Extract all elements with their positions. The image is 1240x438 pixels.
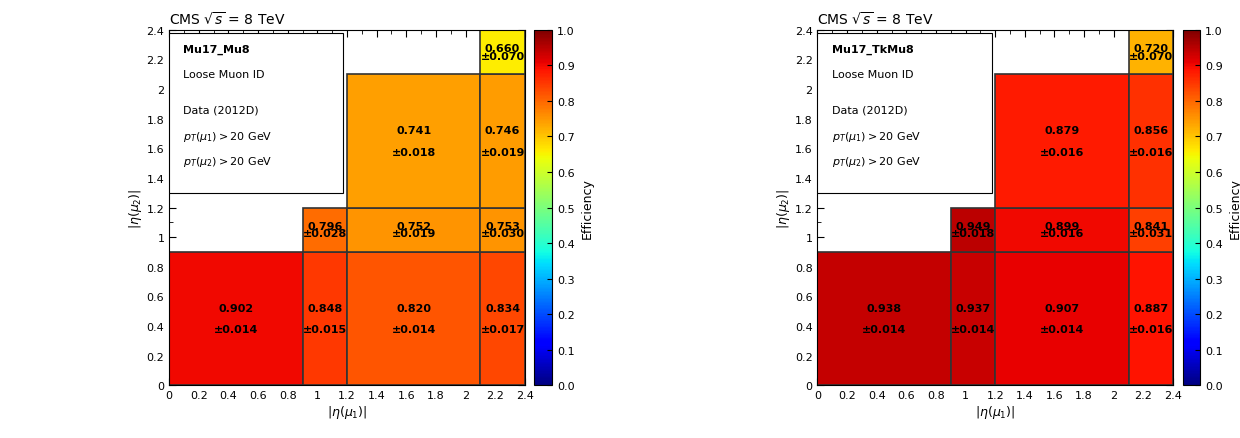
Text: Data (2012D): Data (2012D) — [184, 105, 259, 115]
Bar — [303, 208, 347, 252]
Text: Mu17_TkMu8: Mu17_TkMu8 — [832, 45, 914, 55]
Text: $p_T(\mu_2) > 20$ GeV: $p_T(\mu_2) > 20$ GeV — [832, 155, 921, 169]
Bar — [996, 75, 1128, 208]
Bar — [169, 252, 303, 385]
Text: 0.660: 0.660 — [485, 44, 521, 54]
Bar — [817, 252, 951, 385]
Bar — [347, 75, 480, 208]
Bar — [480, 75, 525, 208]
Text: 0.720: 0.720 — [1133, 44, 1168, 54]
FancyBboxPatch shape — [817, 34, 992, 194]
Text: Loose Muon ID: Loose Muon ID — [832, 70, 913, 80]
Text: ±0.028: ±0.028 — [303, 229, 347, 239]
X-axis label: $|\eta(\mu_1)|$: $|\eta(\mu_1)|$ — [327, 403, 367, 420]
Text: 0.938: 0.938 — [867, 303, 901, 313]
Text: ±0.018: ±0.018 — [951, 229, 996, 239]
Text: 0.752: 0.752 — [396, 222, 432, 232]
X-axis label: $|\eta(\mu_1)|$: $|\eta(\mu_1)|$ — [975, 403, 1016, 420]
Bar — [951, 208, 996, 252]
Text: 0.856: 0.856 — [1133, 126, 1168, 136]
Text: ±0.019: ±0.019 — [480, 147, 525, 157]
Y-axis label: Efficiency: Efficiency — [1229, 178, 1240, 238]
Text: ±0.014: ±0.014 — [951, 325, 996, 335]
FancyBboxPatch shape — [169, 34, 343, 194]
Text: 0.879: 0.879 — [1044, 126, 1080, 136]
Text: 0.902: 0.902 — [218, 303, 253, 313]
Text: ±0.014: ±0.014 — [1039, 325, 1084, 335]
Text: ±0.018: ±0.018 — [392, 147, 435, 157]
Text: $p_T(\mu_1) > 20$ GeV: $p_T(\mu_1) > 20$ GeV — [832, 130, 921, 144]
Text: ±0.014: ±0.014 — [862, 325, 906, 335]
Text: 0.741: 0.741 — [396, 126, 432, 136]
Text: $p_T(\mu_2) > 20$ GeV: $p_T(\mu_2) > 20$ GeV — [184, 155, 273, 169]
Y-axis label: $|\eta(\mu_2)|$: $|\eta(\mu_2)|$ — [126, 188, 144, 228]
Text: 0.834: 0.834 — [485, 303, 520, 313]
Text: 0.796: 0.796 — [308, 222, 342, 232]
Text: ±0.030: ±0.030 — [481, 229, 525, 239]
Bar — [951, 252, 996, 385]
Text: ±0.017: ±0.017 — [480, 325, 525, 335]
Bar — [1128, 252, 1173, 385]
Text: Mu17_Mu8: Mu17_Mu8 — [184, 45, 250, 55]
Bar — [996, 252, 1128, 385]
Bar — [480, 31, 525, 75]
Y-axis label: $|\eta(\mu_2)|$: $|\eta(\mu_2)|$ — [775, 188, 792, 228]
Bar — [347, 208, 480, 252]
Text: 0.820: 0.820 — [396, 303, 432, 313]
Text: ±0.070: ±0.070 — [1128, 51, 1173, 61]
Text: 0.899: 0.899 — [1044, 222, 1080, 232]
Text: CMS $\sqrt{s}$ = 8 TeV: CMS $\sqrt{s}$ = 8 TeV — [817, 11, 934, 28]
Bar — [1128, 31, 1173, 75]
Bar — [1128, 208, 1173, 252]
Bar — [996, 208, 1128, 252]
Y-axis label: Efficiency: Efficiency — [580, 178, 594, 238]
Text: ±0.016: ±0.016 — [1128, 147, 1173, 157]
Text: 0.746: 0.746 — [485, 126, 521, 136]
Text: CMS $\sqrt{s}$ = 8 TeV: CMS $\sqrt{s}$ = 8 TeV — [169, 11, 285, 28]
Text: ±0.016: ±0.016 — [1039, 147, 1084, 157]
Bar — [1128, 75, 1173, 208]
Text: Data (2012D): Data (2012D) — [832, 105, 908, 115]
Text: ±0.070: ±0.070 — [481, 51, 525, 61]
Text: 0.887: 0.887 — [1133, 303, 1168, 313]
Text: $p_T(\mu_1) > 20$ GeV: $p_T(\mu_1) > 20$ GeV — [184, 130, 273, 144]
Text: ±0.014: ±0.014 — [213, 325, 258, 335]
Bar — [480, 208, 525, 252]
Text: 0.841: 0.841 — [1133, 222, 1168, 232]
Text: ±0.019: ±0.019 — [392, 229, 436, 239]
Bar — [480, 252, 525, 385]
Bar — [347, 252, 480, 385]
Text: ±0.015: ±0.015 — [303, 325, 347, 335]
Text: ±0.014: ±0.014 — [392, 325, 436, 335]
Text: 0.753: 0.753 — [485, 222, 520, 232]
Text: 0.907: 0.907 — [1044, 303, 1080, 313]
Text: ±0.016: ±0.016 — [1128, 325, 1173, 335]
Text: Loose Muon ID: Loose Muon ID — [184, 70, 265, 80]
Text: 0.937: 0.937 — [956, 303, 991, 313]
Text: 0.848: 0.848 — [308, 303, 342, 313]
Text: ±0.031: ±0.031 — [1128, 229, 1173, 239]
Bar — [303, 252, 347, 385]
Text: ±0.016: ±0.016 — [1039, 229, 1084, 239]
Text: 0.949: 0.949 — [955, 222, 991, 232]
